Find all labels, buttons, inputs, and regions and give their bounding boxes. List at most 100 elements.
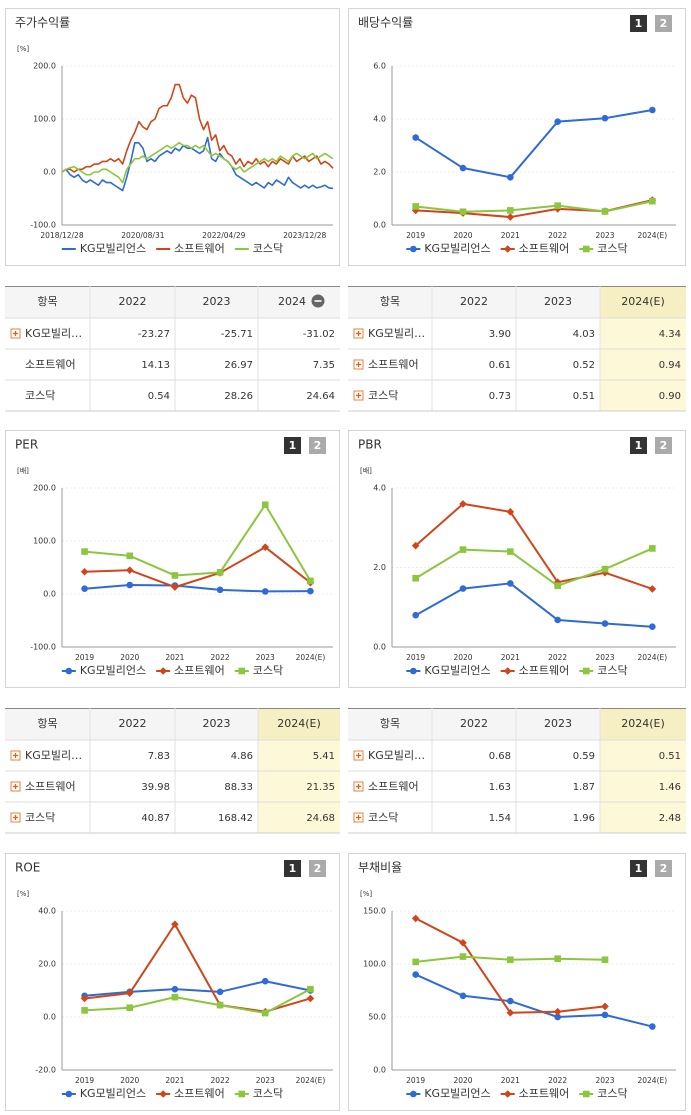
tab-label[interactable]: 1 — [289, 439, 297, 452]
x-tick-label: 2019 — [75, 653, 94, 662]
data-point — [648, 585, 657, 593]
tab[interactable] — [655, 860, 672, 877]
cell-value: 1.63 — [489, 782, 511, 793]
data-point — [81, 585, 88, 592]
data-point — [411, 206, 420, 215]
y-tick-label: -20.0 — [35, 1066, 56, 1075]
table-header: 2022 — [460, 717, 488, 730]
tab-label[interactable]: 1 — [289, 862, 297, 875]
data-point — [412, 134, 419, 141]
data-point — [411, 541, 420, 550]
legend-marker — [503, 1090, 512, 1098]
row-label: 소프트웨어 — [25, 358, 76, 371]
cell-value: 1.46 — [659, 782, 681, 793]
legend-label: KG모빌리언스 — [424, 1087, 490, 1100]
series-line — [415, 547, 653, 587]
highlight-header — [258, 708, 340, 740]
tab[interactable] — [284, 860, 301, 877]
table-header: 2022 — [460, 295, 488, 308]
data-point — [459, 208, 467, 216]
data-point — [412, 611, 419, 619]
x-tick-label: 2021 — [501, 231, 520, 240]
tab-label[interactable]: 2 — [314, 862, 322, 875]
y-tick-label: 0.0 — [43, 168, 56, 177]
data-point — [601, 1011, 609, 1019]
cell-value: 1.87 — [573, 782, 595, 793]
tab-label[interactable]: 1 — [635, 439, 643, 452]
data-point — [554, 582, 561, 590]
x-tick-label: 2024(E) — [637, 653, 667, 662]
table-header: 2024(E) — [621, 295, 665, 308]
legend-marker — [238, 1090, 246, 1098]
x-tick-label: 2020 — [453, 231, 472, 240]
x-tick-label: 2020/08/31 — [121, 231, 164, 240]
tab[interactable] — [309, 860, 326, 877]
tab[interactable] — [630, 860, 647, 877]
data-point — [553, 1007, 562, 1016]
data-point — [459, 546, 467, 553]
data-point — [507, 207, 514, 214]
y-tick-label: 0.0 — [43, 590, 56, 599]
legend-marker — [503, 245, 512, 253]
tab[interactable] — [655, 15, 672, 32]
y-tick-label: 200.0 — [33, 62, 56, 71]
y-tick-label: -100.0 — [30, 221, 56, 230]
y-tick-label: 50.0 — [368, 1013, 386, 1022]
cell-value: 4.03 — [573, 329, 595, 340]
data-point — [649, 545, 656, 552]
tab[interactable] — [630, 437, 647, 454]
tab-label[interactable]: 1 — [635, 17, 643, 30]
tab[interactable] — [655, 437, 672, 454]
tab[interactable] — [630, 15, 647, 32]
highlight-col — [258, 740, 340, 833]
data-point — [506, 1008, 515, 1017]
tab-label[interactable]: 2 — [660, 439, 668, 452]
cell-value: 7.35 — [313, 360, 335, 371]
data-point — [126, 552, 134, 560]
expand-icon-plus — [356, 362, 361, 367]
cell-value: 168.42 — [218, 813, 253, 824]
tab[interactable] — [309, 437, 326, 454]
data-point — [554, 202, 561, 209]
tab-label[interactable]: 2 — [660, 17, 668, 30]
panel — [5, 853, 340, 1111]
legend-label: 코스닥 — [597, 664, 627, 677]
y-tick-label: 100.0 — [33, 537, 56, 546]
data-point — [125, 566, 134, 574]
y-tick-label: 0.0 — [43, 1013, 56, 1022]
panel-title: PER — [15, 438, 38, 452]
x-tick-label: 2022 — [211, 653, 230, 662]
data-point — [459, 939, 467, 947]
data-point — [261, 588, 269, 595]
tab[interactable] — [284, 437, 301, 454]
expand-icon-plus — [13, 331, 18, 336]
y-tick-label: 0.0 — [373, 643, 386, 652]
data-point — [81, 1007, 88, 1014]
cell-value: 2.48 — [659, 813, 681, 824]
tab-label[interactable]: 2 — [660, 862, 668, 875]
data-point — [601, 565, 609, 573]
data-point — [506, 213, 515, 221]
legend-label: 소프트웨어 — [519, 664, 570, 677]
tab-label[interactable]: 2 — [314, 439, 322, 452]
cell-value: 0.51 — [659, 751, 681, 762]
cell-value: 4.34 — [659, 329, 681, 340]
y-unit: [%] — [17, 45, 29, 53]
y-tick-label: 100.0 — [363, 960, 386, 969]
data-point — [412, 971, 419, 978]
x-tick-label: 2021 — [501, 653, 520, 662]
x-tick-label: 2023/12/28 — [283, 231, 326, 240]
cell-value: 21.35 — [306, 782, 335, 793]
panel — [348, 8, 686, 266]
data-point — [216, 1001, 224, 1009]
x-tick-label: 2021 — [501, 1076, 520, 1085]
x-tick-label: 2022 — [548, 231, 567, 240]
data-point — [411, 914, 420, 923]
table-header: 2024(E) — [277, 717, 321, 730]
legend-marker — [582, 245, 590, 253]
tab-label[interactable]: 1 — [635, 862, 643, 875]
series-line — [415, 109, 653, 179]
data-point — [307, 577, 314, 585]
data-point — [649, 1023, 656, 1030]
x-tick-label: 2024(E) — [637, 1076, 667, 1085]
